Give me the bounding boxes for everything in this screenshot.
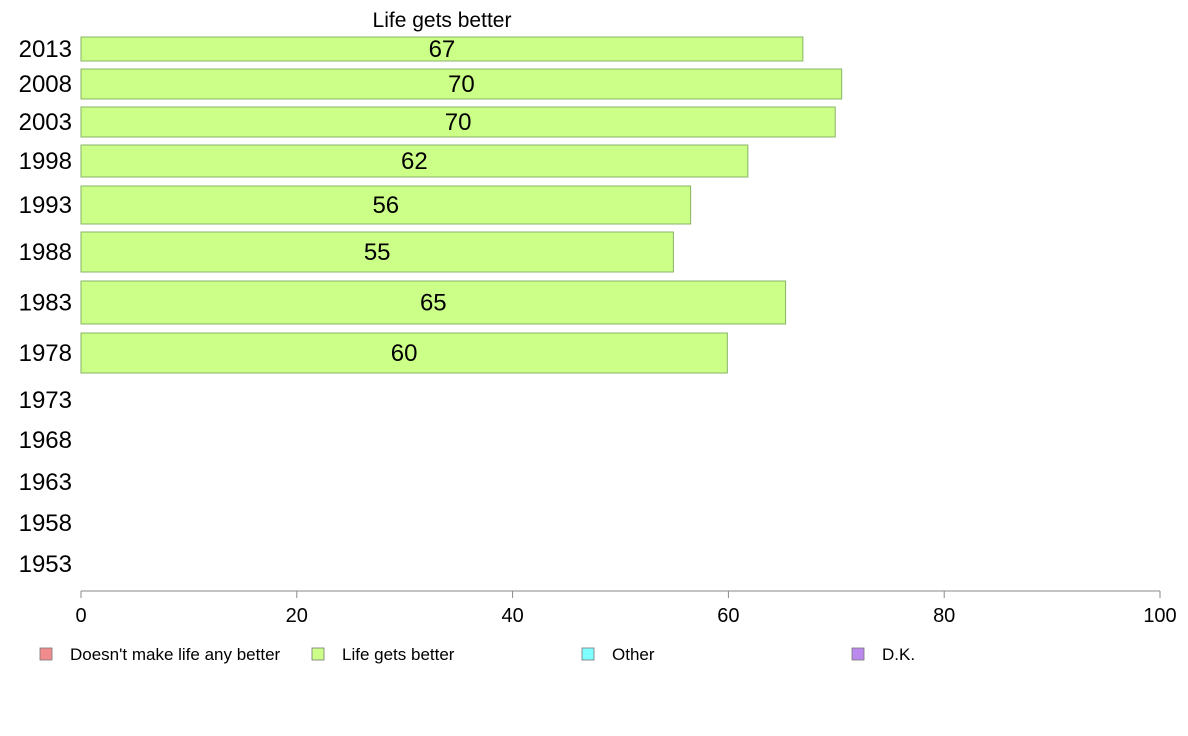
bar-value-label: 65 xyxy=(420,290,447,317)
bar-value-label: 67 xyxy=(429,36,456,63)
legend-swatch xyxy=(581,647,595,661)
bar xyxy=(80,231,674,273)
bar-value-label: 56 xyxy=(372,192,399,219)
y-tick-label: 1983 xyxy=(19,290,72,317)
bar xyxy=(80,68,843,100)
bar xyxy=(80,185,692,225)
bar xyxy=(80,280,787,325)
x-tick-label: 40 xyxy=(501,605,523,627)
x-tick-label: 60 xyxy=(717,605,739,627)
bar-value-label: 70 xyxy=(448,71,475,98)
bar-value-label: 60 xyxy=(391,340,418,367)
y-tick-label: 1963 xyxy=(19,469,72,496)
bar xyxy=(80,106,836,138)
y-tick-label: 1968 xyxy=(19,427,72,454)
y-tick-label: 1978 xyxy=(19,340,72,367)
y-tick-label: 1993 xyxy=(19,192,72,219)
legend: Doesn't make life any better Life gets be… xyxy=(39,645,915,664)
bar xyxy=(80,36,804,62)
y-tick-label: 1988 xyxy=(19,239,72,266)
y-tick-label: 2003 xyxy=(19,109,72,136)
y-tick-label: 1998 xyxy=(19,148,72,175)
y-tick-label: 1958 xyxy=(19,510,72,537)
bar-value-label: 70 xyxy=(445,109,472,136)
y-tick-label: 1953 xyxy=(19,551,72,578)
legend-swatch xyxy=(39,647,53,661)
x-tick-label: 0 xyxy=(75,605,86,627)
bar xyxy=(80,144,749,178)
chart-title: Life gets better xyxy=(373,9,512,32)
y-tick-label: 2013 xyxy=(19,36,72,63)
legend-label: Other xyxy=(612,645,655,664)
y-tick-label: 1973 xyxy=(19,387,72,414)
x-axis: 0 20 40 60 80 100 xyxy=(75,590,1177,627)
legend-label: Doesn't make life any better xyxy=(70,645,281,664)
legend-label: Life gets better xyxy=(342,645,455,664)
x-tick-label: 20 xyxy=(286,605,308,627)
bar-value-label: 62 xyxy=(401,148,428,175)
bar xyxy=(80,332,728,374)
x-tick-label: 80 xyxy=(933,605,955,627)
legend-swatch xyxy=(851,647,865,661)
x-tick-label: 100 xyxy=(1143,605,1176,627)
legend-label: D.K. xyxy=(882,645,915,664)
bar-value-label: 55 xyxy=(364,239,391,266)
y-tick-label: 2008 xyxy=(19,71,72,98)
y-axis-labels: 2013 2008 2003 1998 1993 1988 1983 1978 1973 1968… xyxy=(19,36,72,578)
legend-swatch xyxy=(311,647,325,661)
